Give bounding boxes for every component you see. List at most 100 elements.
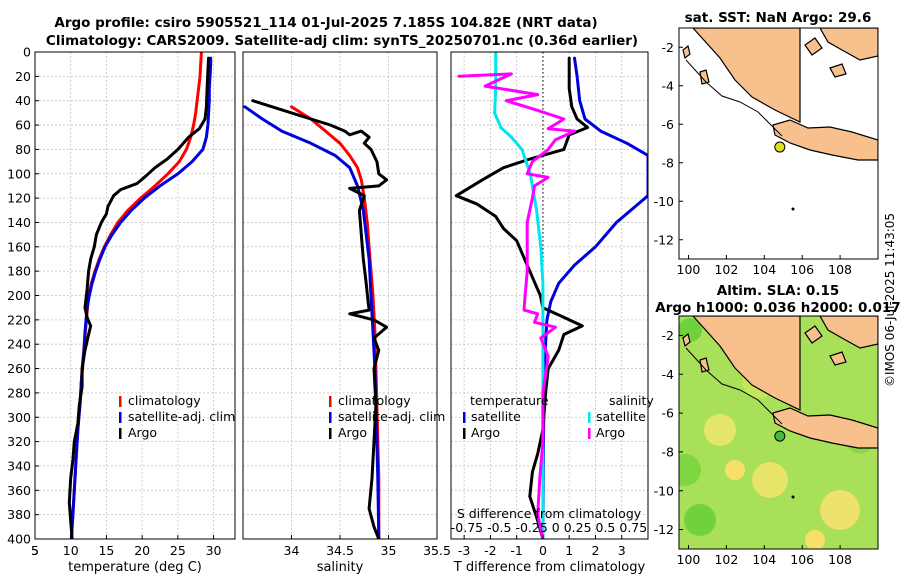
- legend-label-climatology: climatology: [128, 393, 201, 408]
- y-tick-label: 340: [7, 458, 31, 473]
- map-x-tick-label: 108: [828, 262, 852, 277]
- sla-patch: [752, 462, 788, 498]
- sla-patch: [679, 454, 701, 486]
- salinity-panel: 34 34.5 35 35.5 salinity: [242, 51, 451, 575]
- java-land: [772, 119, 878, 161]
- y-tick-label: 200: [7, 288, 31, 303]
- argo-location-marker: [774, 141, 786, 153]
- x-tick-label: 35.5: [423, 543, 451, 558]
- y-tick-label: 320: [7, 434, 31, 449]
- sst-map-frame: [678, 27, 879, 260]
- legend-label-argo: Argo: [338, 425, 367, 440]
- x-axis-label: salinity: [317, 560, 364, 575]
- depth-contour: [685, 59, 783, 137]
- s-difference-axis-label: S difference from climatology: [457, 506, 642, 521]
- legend-label-satellite: satellite-adj. clim: [338, 409, 445, 424]
- series-argo: [67, 56, 211, 539]
- map-y-tick-label: -8: [662, 444, 675, 459]
- map-y-tick-label: -8: [662, 155, 675, 170]
- map-x-tick-label: 100: [677, 262, 701, 277]
- legend-label-s-argo: Argo: [596, 425, 625, 440]
- legend-label-s-satellite: satellite: [596, 409, 646, 424]
- map-x-tick-label: 102: [714, 552, 738, 567]
- legend-swatch-satellite: [329, 412, 332, 423]
- difference-panel: -3 -2 -1 0 1 2 3 T difference from climatology: [450, 51, 649, 575]
- islet-land: [791, 207, 795, 211]
- legend-swatch-t-satellite: [463, 412, 466, 423]
- x-tick-label: 20: [134, 543, 150, 558]
- map-y-tick-label: -6: [662, 117, 675, 132]
- y-tick-label: 140: [7, 215, 31, 230]
- map-y-tick-label: -4: [662, 78, 675, 93]
- y-tick-label: 60: [15, 118, 31, 133]
- legend-swatch-climatology: [119, 396, 122, 407]
- x-tick-label: 34.5: [326, 543, 354, 558]
- imos-watermark: ©IMOS 06-Jul-2025 11:43:05: [883, 213, 897, 387]
- x-tick-label: -1: [510, 543, 522, 558]
- x-tick-label: 25: [170, 543, 186, 558]
- map-y-tick-label: -10: [654, 194, 674, 209]
- map-y-tick-label: -4: [662, 367, 675, 382]
- series-climatology: [290, 105, 381, 539]
- figure-title-line2: Climatology: CARS2009. Satellite-adj cli…: [46, 33, 638, 49]
- map-x-tick-label: 102: [714, 262, 738, 277]
- x-tick-label: 1: [565, 543, 573, 558]
- x-tick-label: 5: [31, 543, 39, 558]
- y-tick-label: 400: [7, 532, 31, 547]
- x-axis-label: T difference from climatology: [453, 560, 646, 575]
- series-argo: [251, 99, 389, 539]
- legend-heading-salinity: salinity: [609, 393, 654, 408]
- island-land: [682, 332, 691, 348]
- y-tick-label: 180: [7, 264, 31, 279]
- sla-patch: [704, 414, 736, 446]
- belitung-land: [829, 351, 847, 366]
- y-tick-label: 280: [7, 385, 31, 400]
- map-x-tick-label: 104: [752, 552, 776, 567]
- map-y-tick-label: -12: [654, 522, 674, 537]
- legend-swatch-s-argo: [588, 428, 591, 439]
- map-x-tick-label: 108: [828, 552, 852, 567]
- y-tick-label: 380: [7, 507, 31, 522]
- y-tick-label: 160: [7, 239, 31, 254]
- islet-land: [791, 495, 795, 499]
- sla-patch: [820, 490, 860, 530]
- axes-frame: [450, 51, 649, 540]
- x-tick-label: 30: [206, 543, 222, 558]
- x-tick-label: 0: [539, 543, 547, 558]
- map-x-tick-label: 100: [677, 552, 701, 567]
- x-tick-label: -2: [484, 543, 496, 558]
- map-x-tick-label: 106: [790, 552, 814, 567]
- x-tick-label: 35: [381, 543, 397, 558]
- y-tick-label: 80: [15, 142, 31, 157]
- legend-swatch-s-satellite: [588, 412, 591, 423]
- difference-legend: temperature salinity satellite Argo sate…: [463, 393, 654, 440]
- legend-label-t-satellite: satellite: [471, 409, 521, 424]
- bangka-land: [804, 325, 823, 344]
- x-tick-label: 3: [618, 543, 626, 558]
- sla-map-title-line2: Argo h1000: 0.036 h2000: 0.017: [655, 300, 900, 316]
- depth-contour: [685, 347, 783, 425]
- sst-map-title: sat. SST: NaN Argo: 29.6: [685, 10, 872, 26]
- map-x-tick-label: 106: [790, 262, 814, 277]
- belitung-land: [829, 63, 847, 78]
- x-tick-label: -3: [458, 543, 470, 558]
- y-tick-label: 300: [7, 410, 31, 425]
- argo-location-marker: [774, 430, 786, 442]
- series-temperature-satellite: [541, 56, 648, 539]
- sumatra-land: [692, 316, 801, 411]
- sla-map: 100 102 104 106 108 -2 -4 -6 -8 -10 -12: [654, 315, 879, 567]
- sla-patch: [805, 530, 825, 549]
- island-land: [699, 69, 710, 85]
- map-y-tick-label: -12: [654, 232, 674, 247]
- x-tick-label: 5: [31, 543, 39, 558]
- figure-title-line1: Argo profile: csiro 5905521_114 01-Jul-2…: [54, 15, 597, 31]
- y-tick-label: 0: [23, 45, 31, 60]
- y-tick-label: 360: [7, 483, 31, 498]
- x-axis-label: temperature (deg C): [68, 560, 202, 575]
- bangka-land: [804, 37, 823, 56]
- legend-label-argo: Argo: [128, 425, 157, 440]
- y-tick-label: 240: [7, 337, 31, 352]
- map-x-tick-label: 104: [752, 262, 776, 277]
- temperature-legend: climatology satellite-adj. clim Argo: [119, 393, 235, 440]
